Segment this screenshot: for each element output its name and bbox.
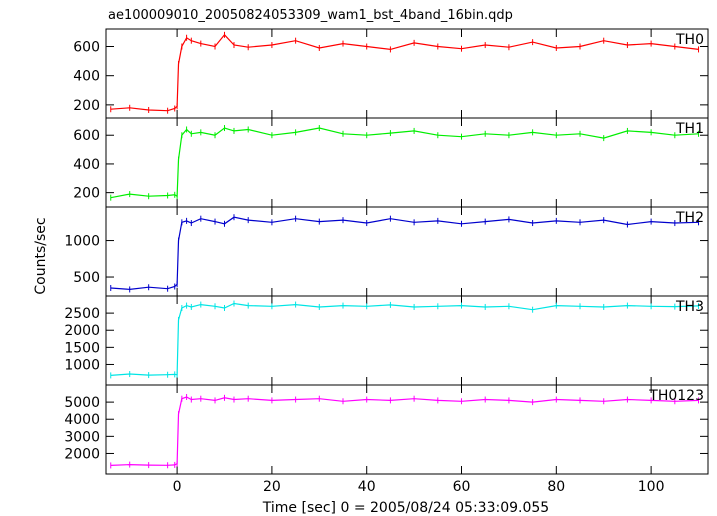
panel-label-TH1: TH1	[675, 121, 704, 137]
panel-label-TH2: TH2	[675, 210, 704, 226]
x-tick-label: 60	[453, 479, 471, 495]
y-tick-label: 500	[73, 270, 100, 286]
y-tick-label: 2000	[64, 323, 100, 339]
x-tick-label: 80	[547, 479, 565, 495]
panel-label-TH0: TH0	[675, 32, 704, 48]
panel-label-TH0123: TH0123	[648, 388, 704, 404]
y-tick-label: 2500	[64, 306, 100, 322]
y-tick-label: 600	[73, 40, 100, 56]
y-tick-label: 1000	[64, 357, 100, 373]
y-tick-label: 200	[73, 98, 100, 114]
series-line-TH0123	[110, 396, 699, 466]
panel-frame-TH0123	[105, 384, 709, 475]
chart-title: ae100009010_20050824053309_wam1_bst_4ban…	[108, 8, 513, 23]
y-tick-label: 1500	[64, 340, 100, 356]
y-tick-label: 400	[73, 69, 100, 85]
x-tick-label: 20	[263, 479, 281, 495]
series-line-TH1	[110, 127, 699, 199]
y-tick-label: 5000	[64, 395, 100, 411]
x-tick-label: 40	[358, 479, 376, 495]
y-tick-label: 4000	[64, 412, 100, 428]
y-tick-label: 400	[73, 157, 100, 173]
series-line-TH0	[110, 33, 699, 112]
panel-frame-TH3	[105, 295, 709, 386]
x-tick-label: 100	[638, 479, 665, 495]
x-axis-label: Time [sec] 0 = 2005/08/24 05:33:09.055	[262, 500, 549, 516]
y-tick-label: 3000	[64, 429, 100, 445]
y-tick-label: 2000	[64, 446, 100, 462]
y-tick-label: 200	[73, 186, 100, 202]
series-line-TH3	[110, 302, 699, 376]
y-axis-label: Counts/sec	[33, 217, 49, 294]
y-tick-label: 1000	[64, 234, 100, 250]
series-line-TH2	[110, 216, 699, 291]
x-tick-label: 0	[173, 479, 182, 495]
y-tick-label: 600	[73, 128, 100, 144]
panel-label-TH3: TH3	[675, 299, 704, 315]
